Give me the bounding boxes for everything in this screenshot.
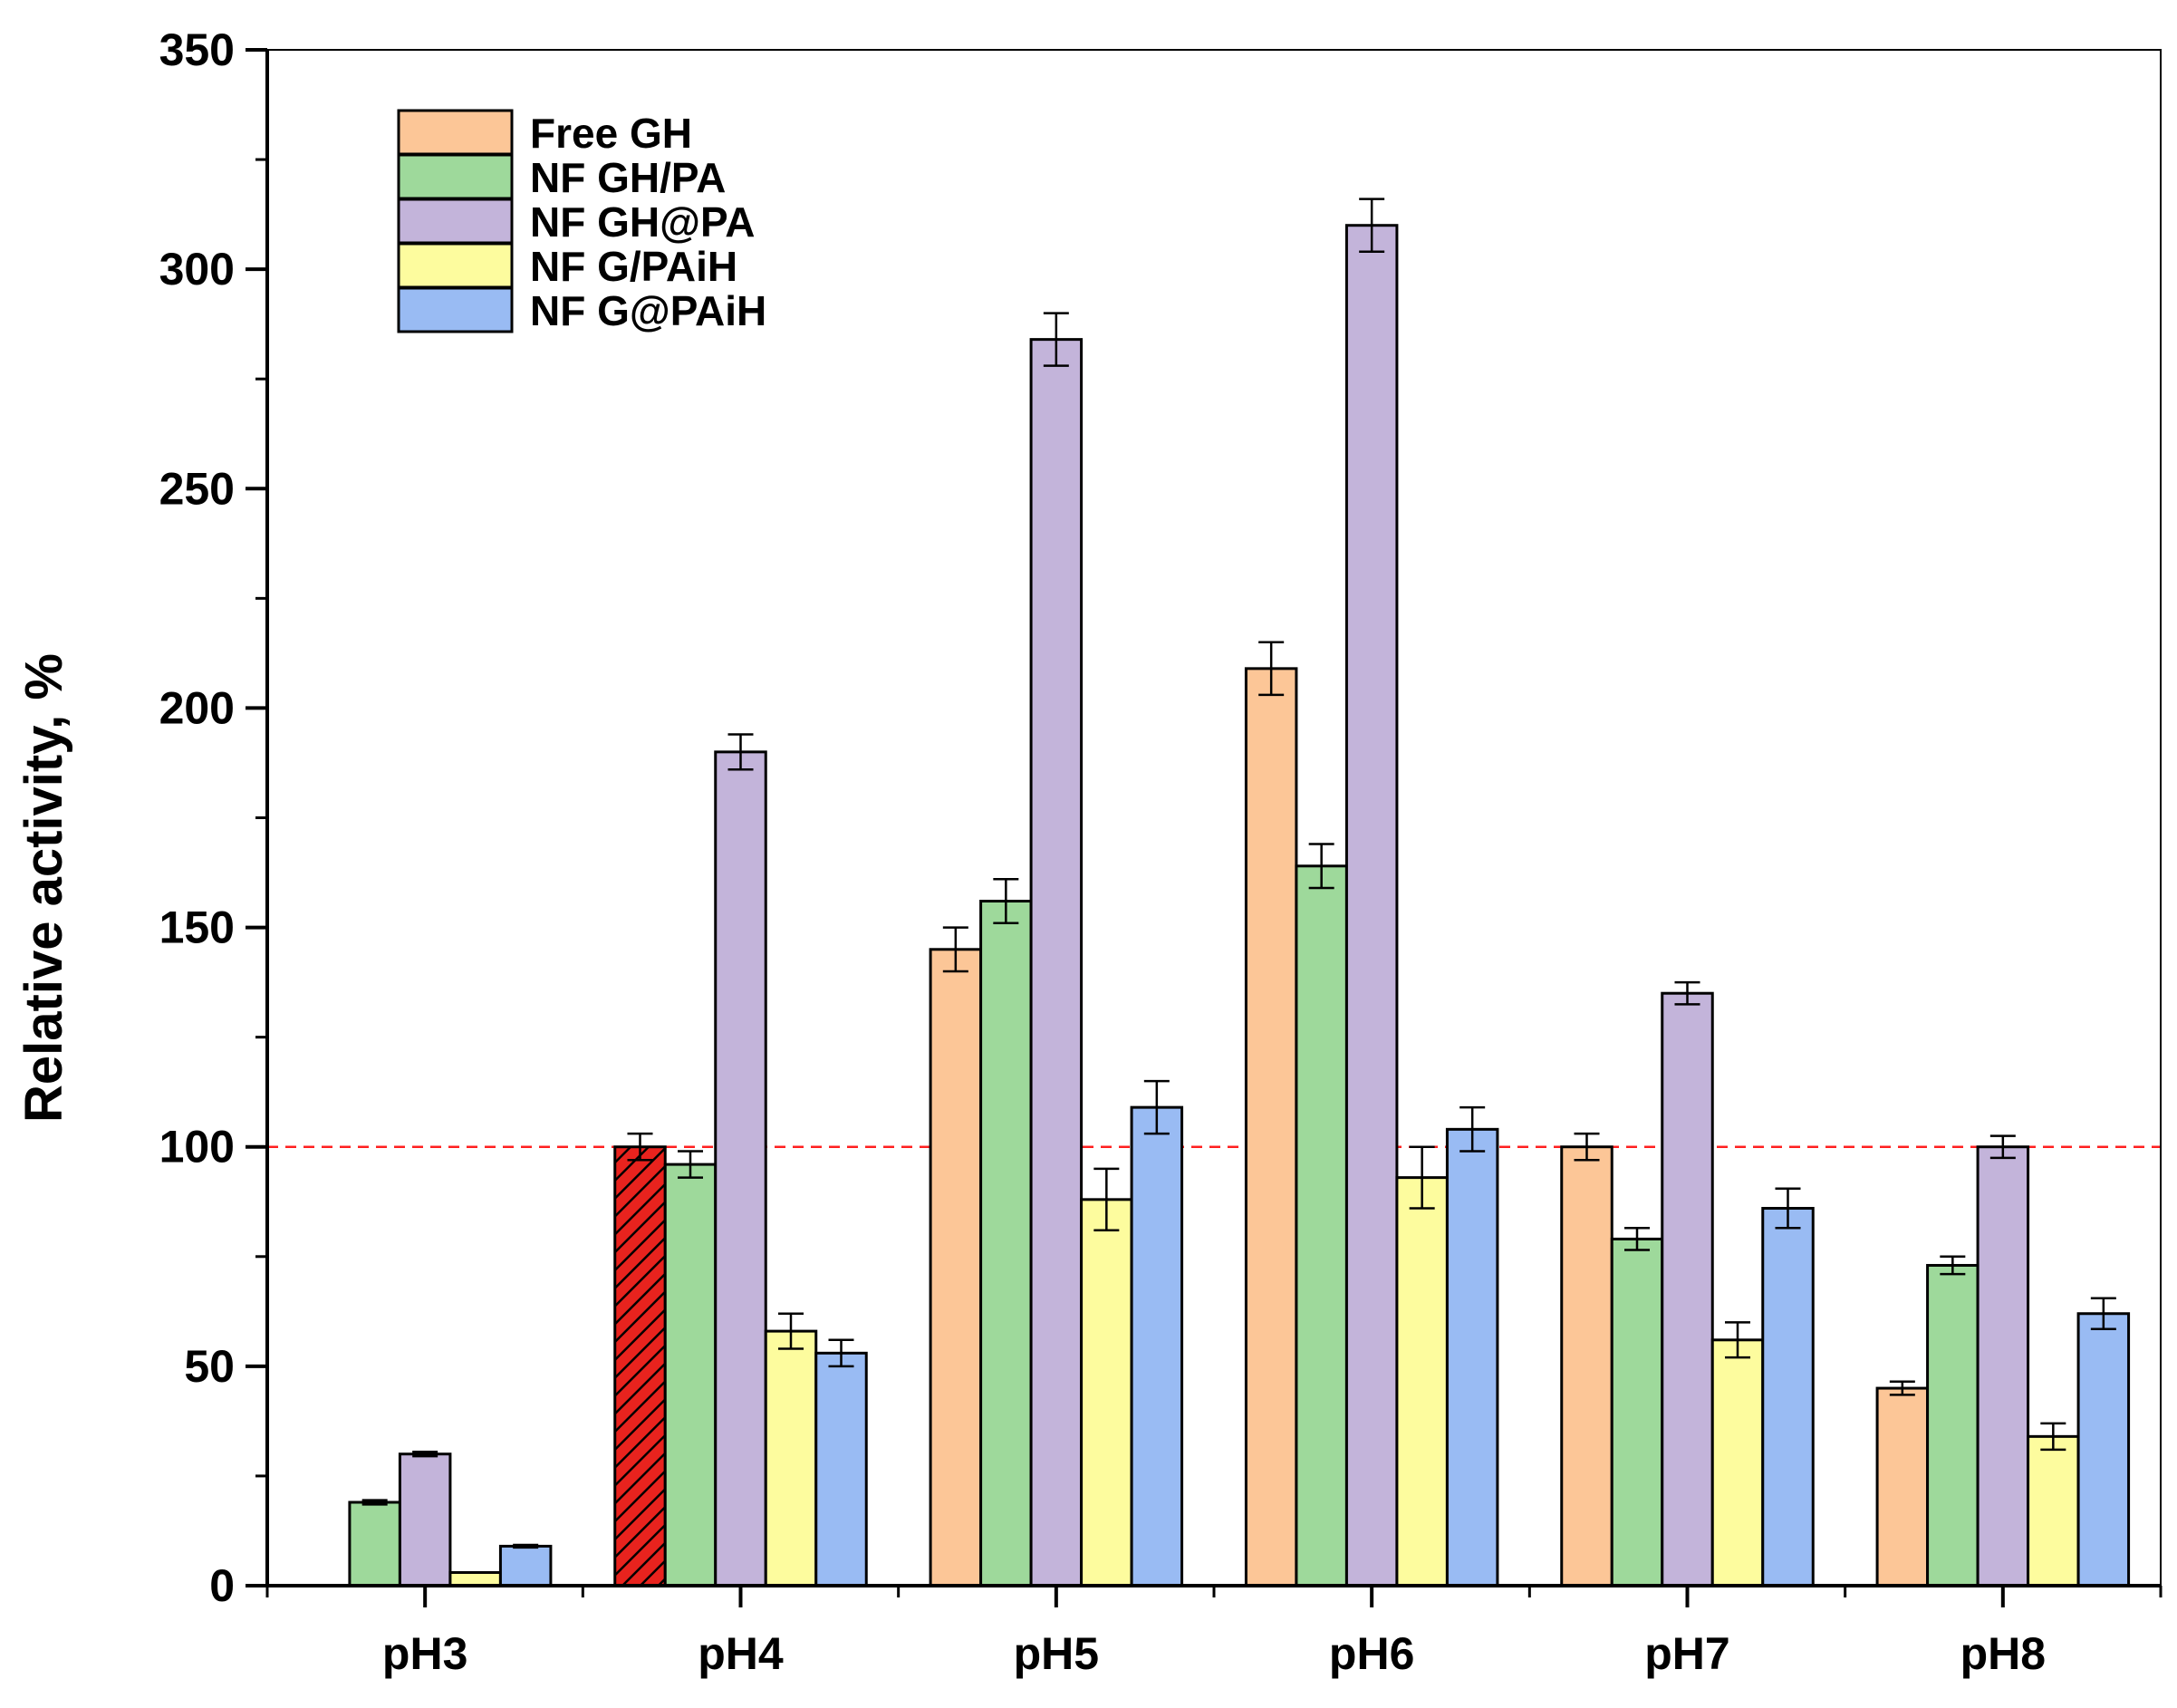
legend-swatch	[397, 198, 514, 245]
bar-nf-g-paih-ph5	[1130, 1105, 1184, 1587]
bar-nf-g-paih-ph6	[1395, 1176, 1449, 1587]
y-tick-label: 200	[159, 682, 235, 733]
x-tick-label-ph3: pH3	[382, 1628, 467, 1679]
bar-nf-gh-pa-ph6	[1344, 224, 1399, 1587]
bar-nf-g-paih-ph7	[1710, 1338, 1765, 1587]
legend-swatch	[397, 242, 514, 289]
bar-nf-gh-pa-ph8	[1976, 1145, 2030, 1587]
bar-nf-gh-pa-ph5	[979, 900, 1033, 1587]
legend-label: NF GH@PA	[530, 198, 755, 246]
y-tick-label: 0	[209, 1560, 235, 1611]
bar-free-gh-ph7	[1560, 1145, 1613, 1587]
y-tick-label: 50	[184, 1341, 235, 1392]
bar-nf-gh-pa-ph6	[1295, 864, 1348, 1587]
y-tick-label: 300	[159, 244, 235, 294]
bar-nf-gh-pa-ph8	[1926, 1263, 1980, 1587]
y-tick-label: 250	[159, 463, 235, 514]
bar-nf-g-paih-ph6	[1445, 1127, 1499, 1587]
legend-label: NF G/PAiH	[530, 243, 737, 290]
legend-label: Free GH	[530, 110, 692, 157]
bar-nf-g-paih-ph8	[2076, 1312, 2131, 1587]
axes-layer	[246, 48, 2163, 1607]
legend-label: NF G@PAiH	[530, 287, 766, 334]
bar-nf-gh-pa-ph3	[398, 1452, 452, 1587]
bar-nf-g-paih-ph5	[1080, 1198, 1133, 1587]
bar-free-gh-ph4	[613, 1145, 667, 1587]
x-tick-label-ph7: pH7	[1644, 1628, 1729, 1679]
x-tick-label-ph8: pH8	[1960, 1628, 2046, 1679]
bar-nf-g-paih-ph3	[448, 1570, 502, 1587]
x-tick-label-ph6: pH6	[1329, 1628, 1414, 1679]
bar-free-gh-ph8	[1875, 1386, 1930, 1587]
bar-nf-g-paih-ph4	[814, 1351, 868, 1587]
legend-swatch	[397, 109, 514, 156]
bar-nf-gh-pa-ph3	[348, 1501, 401, 1587]
legend-swatch	[397, 153, 514, 200]
bar-nf-gh-pa-ph5	[1029, 338, 1084, 1587]
x-tick-label-ph4: pH4	[698, 1628, 784, 1679]
y-tick-label: 100	[159, 1122, 235, 1172]
y-tick-label: 150	[159, 902, 235, 953]
bar-free-gh-ph5	[929, 948, 983, 1587]
bar-free-gh-ph6	[1244, 667, 1298, 1587]
bar-nf-gh-pa-ph7	[1610, 1237, 1664, 1587]
bar-nf-g-paih-ph3	[498, 1544, 553, 1587]
bar-nf-gh-pa-ph4	[714, 750, 767, 1587]
legend-label: NF GH/PA	[530, 154, 726, 201]
bars-layer	[267, 198, 2161, 1587]
bar-nf-g-paih-ph8	[2027, 1434, 2080, 1587]
bar-nf-g-paih-ph4	[764, 1329, 818, 1587]
y-axis-label: Relative activity, %	[14, 653, 73, 1123]
bar-nf-g-paih-ph7	[1761, 1207, 1815, 1587]
tick-labels-layer: 0 50 100 150 200 250 300 350 pH3 pH4 pH5 pH6 pH7 pH8	[159, 24, 2047, 1679]
bar-nf-gh-pa-ph4	[663, 1163, 718, 1587]
legend-swatch	[397, 286, 514, 333]
x-tick-label-ph5: pH5	[1014, 1628, 1099, 1679]
bar-nf-gh-pa-ph7	[1661, 991, 1714, 1587]
y-tick-label: 350	[159, 24, 235, 75]
